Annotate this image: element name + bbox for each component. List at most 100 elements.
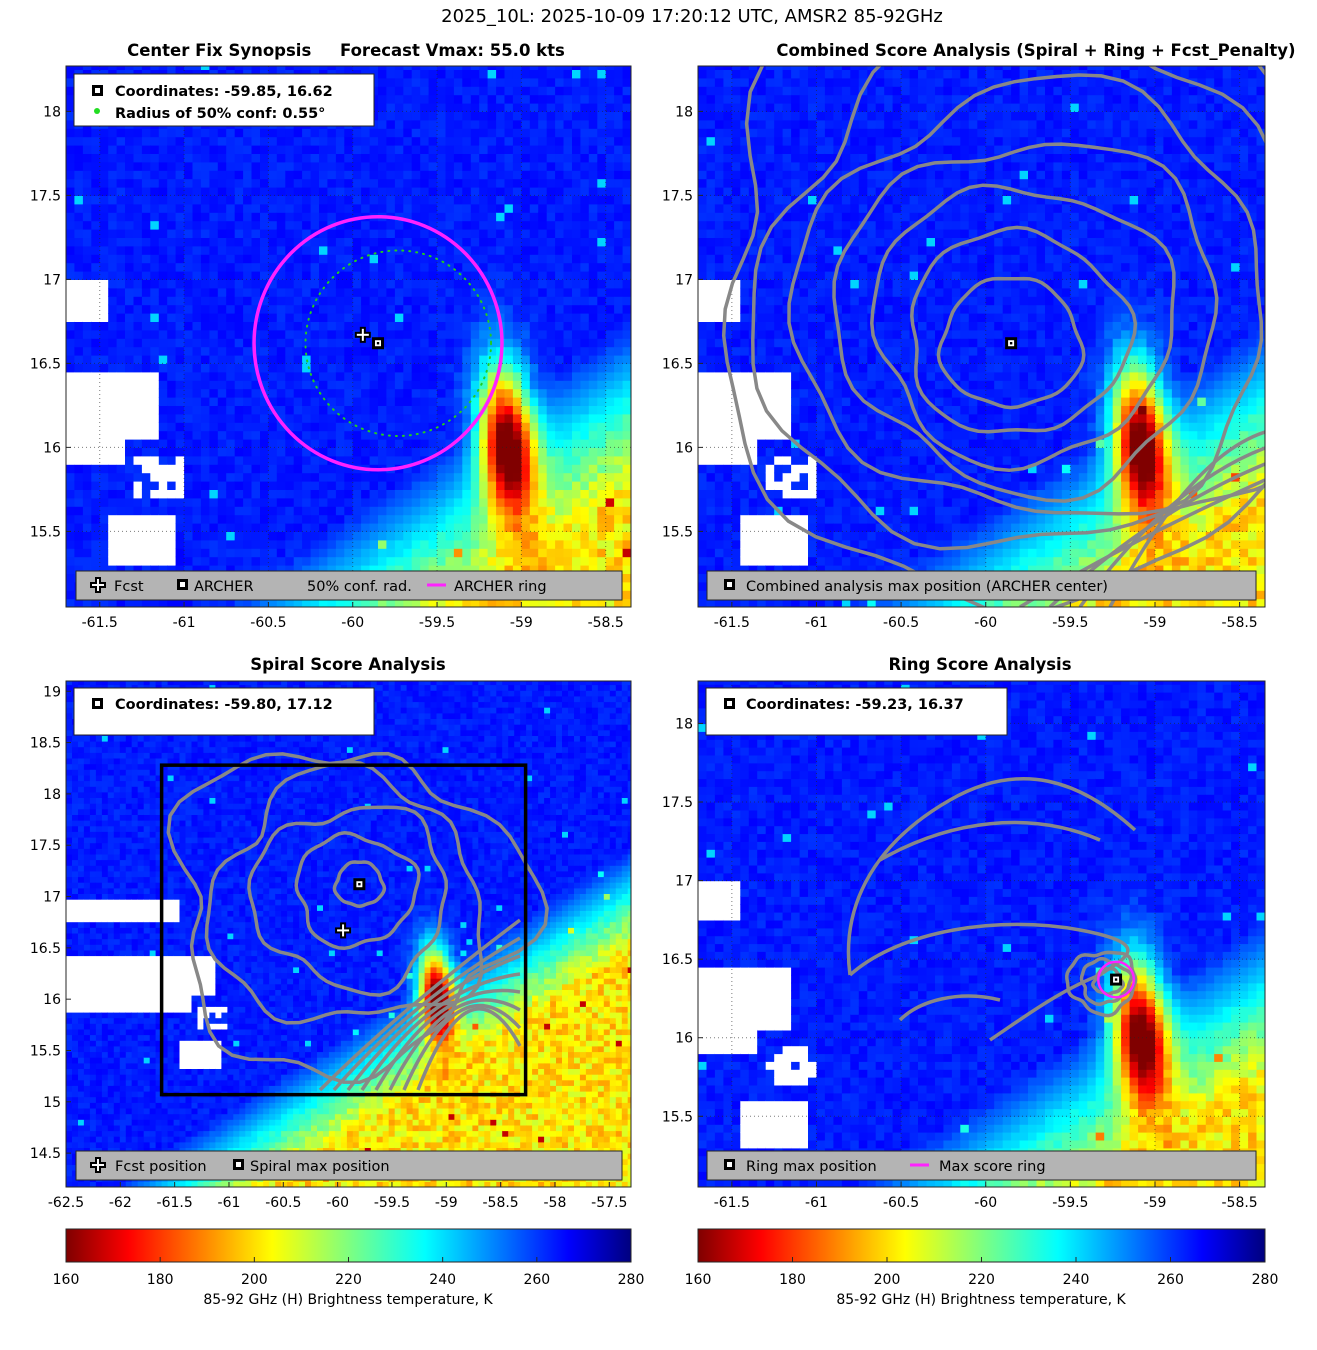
y-tick-label: 16.5 xyxy=(662,356,693,372)
x-tick-label: -59.5 xyxy=(1052,615,1088,631)
panel-ring-score-analysis: Ring Score Analysis -61.5 -61 -60.5 -60 -59.… xyxy=(662,655,1266,1211)
score-contour xyxy=(721,66,1265,607)
grid-lines xyxy=(698,681,1265,1187)
colorbar-tick-label: 220 xyxy=(335,1272,362,1288)
y-tick-label: 14.5 xyxy=(30,1146,61,1162)
archer-icon xyxy=(92,85,103,96)
info-coordinates: Coordinates: -59.85, 16.62 xyxy=(115,84,333,100)
plot-frame xyxy=(65,65,632,608)
brightness-temperature-map xyxy=(698,681,1265,1187)
y-tick-label: 16.5 xyxy=(30,941,61,957)
y-tick-label: 15 xyxy=(43,1095,61,1111)
colorbar-gradient xyxy=(697,1228,1266,1263)
colorbar-left: 160 180 200 220 240 260 280 85-92 GHz (H) Brig… xyxy=(53,1228,645,1308)
colorbar-right: 160 180 200 220 240 260 280 85-92 GHz (H) Brig… xyxy=(685,1228,1279,1308)
panel-title: Combined Score Analysis (Spiral + Ring +… xyxy=(776,41,1295,60)
plot-frame xyxy=(65,680,632,1188)
legend-label-combined: Combined analysis max position (ARCHER c… xyxy=(746,579,1108,595)
y-tick-label: 17 xyxy=(43,272,61,288)
archer-icon xyxy=(177,579,188,590)
info-coordinates: Coordinates: -59.23, 16.37 xyxy=(746,697,964,713)
x-tick-label: -60 xyxy=(326,1195,349,1211)
plot-marks xyxy=(846,777,1138,1042)
y-tick-label: 16 xyxy=(43,992,61,1008)
archer-ring xyxy=(252,214,504,472)
panel-title: Center Fix Synopsis Forecast Vmax: 55.0 … xyxy=(127,41,565,60)
confidence-radius-ring xyxy=(304,249,493,437)
x-tick-label: -60 xyxy=(974,1195,997,1211)
archer-icon xyxy=(233,1159,244,1170)
legend: Fcst position Spiral max position xyxy=(75,1150,623,1181)
legend: Combined analysis max position (ARCHER c… xyxy=(706,570,1257,601)
y-tick-label: 17.5 xyxy=(30,838,61,854)
colorbar-tick-label: 260 xyxy=(1157,1272,1184,1288)
x-tick-label: -61.5 xyxy=(157,1195,193,1211)
archer-icon xyxy=(724,1159,735,1170)
x-tick-label: -62 xyxy=(109,1195,132,1211)
legend-label-ring-max: Ring max position xyxy=(746,1159,877,1175)
y-tick-label: 16.5 xyxy=(30,356,61,372)
colorbar-tick-label: 160 xyxy=(53,1272,80,1288)
y-tick-label: 17 xyxy=(675,874,693,890)
x-tick-label: -60.5 xyxy=(250,615,286,631)
x-tick-label: -61 xyxy=(805,1195,828,1211)
colorbar-tick-label: 280 xyxy=(618,1272,645,1288)
x-tick-label: -59.5 xyxy=(374,1195,410,1211)
x-tick-label: -58.5 xyxy=(1221,615,1257,631)
legend-label-archer-ring: ARCHER ring xyxy=(454,579,547,595)
x-tick-label: -61.5 xyxy=(714,1195,750,1211)
info-box: Coordinates: -59.23, 16.37 xyxy=(705,687,1008,736)
grid-lines xyxy=(698,66,1265,607)
x-tick-label: -61 xyxy=(805,615,828,631)
info-radius: Radius of 50% conf: 0.55° xyxy=(115,106,325,122)
y-tick-label: 18 xyxy=(675,104,693,120)
legend: Ring max position Max score ring xyxy=(706,1150,1257,1181)
y-tick-label: 15.5 xyxy=(30,1043,61,1059)
y-tick-label: 15.5 xyxy=(662,524,693,540)
score-contour xyxy=(936,276,1086,410)
colorbar-tick-label: 260 xyxy=(523,1272,550,1288)
axis-ticks: -61.5 -61 -60.5 -60 -59.5 -59 -58.5 15.5 16 16.5 1… xyxy=(30,104,624,631)
panel-combined-score-analysis: Combined Score Analysis (Spiral + Ring +… xyxy=(662,41,1296,631)
spiral-score-contour xyxy=(416,1007,522,1091)
ring-score-contour xyxy=(1091,966,1125,996)
colorbar-tick-label: 160 xyxy=(685,1272,712,1288)
x-tick-label: -59 xyxy=(435,1195,458,1211)
info-box: Coordinates: -59.85, 16.62 Radius of 50%… xyxy=(73,73,375,127)
colorbar-tick-label: 280 xyxy=(1252,1272,1279,1288)
axis-ticks: -61.5 -61 -60.5 -60 -59.5 -59 -58.5 15.5 16 16.5 1… xyxy=(662,104,1258,631)
panel-spiral-score-analysis: Spiral Score Analysis -62.5 -62 -61.5 -61 -6… xyxy=(30,655,632,1211)
ring-score-contour xyxy=(848,922,1130,1042)
max-score-ring xyxy=(1097,960,1136,999)
x-tick-label: -59.5 xyxy=(1052,1195,1088,1211)
y-tick-label: 16 xyxy=(43,440,61,456)
x-tick-label: -58.5 xyxy=(588,615,624,631)
panel-title: Ring Score Analysis xyxy=(888,655,1071,674)
archer-icon xyxy=(92,698,103,709)
spiral-score-contour xyxy=(294,831,421,951)
spiral-score-contour xyxy=(346,954,521,1092)
spiral-score-contour xyxy=(402,1003,522,1091)
x-tick-label: -61 xyxy=(173,615,196,631)
x-tick-label: -62.5 xyxy=(48,1195,84,1211)
legend-label-conf-rad: 50% conf. rad. xyxy=(307,579,412,595)
plus-icon xyxy=(90,1157,106,1173)
legend-label-fcst: Fcst xyxy=(114,579,144,595)
score-contour xyxy=(910,225,1138,434)
x-tick-label: -57.5 xyxy=(591,1195,627,1211)
spiral-score-contour xyxy=(374,988,521,1091)
info-box: Coordinates: -59.80, 17.12 xyxy=(73,687,375,736)
x-tick-label: -61.5 xyxy=(82,615,118,631)
axis-ticks: -61.5 -61 -60.5 -60 -59.5 -59 -58.5 15.5 16 16.5 1… xyxy=(662,716,1258,1211)
axis-ticks: -62.5 -62 -61.5 -61 -60.5 -60 -59.5 -59 -58.5 -58… xyxy=(30,684,628,1211)
colorbar-tick-label: 240 xyxy=(1063,1272,1090,1288)
archer-icon xyxy=(724,698,735,709)
spiral-score-contour xyxy=(332,936,521,1092)
spiral-max-marker xyxy=(353,878,366,891)
x-tick-label: -61 xyxy=(218,1195,241,1211)
colorbar-tick-label: 180 xyxy=(779,1272,806,1288)
legend: Fcst ARCHER 50% conf. rad. ARCHER ring xyxy=(75,570,623,601)
x-tick-label: -60 xyxy=(974,615,997,631)
legend-label-spiral-max: Spiral max position xyxy=(250,1159,390,1175)
y-tick-label: 15.5 xyxy=(30,524,61,540)
